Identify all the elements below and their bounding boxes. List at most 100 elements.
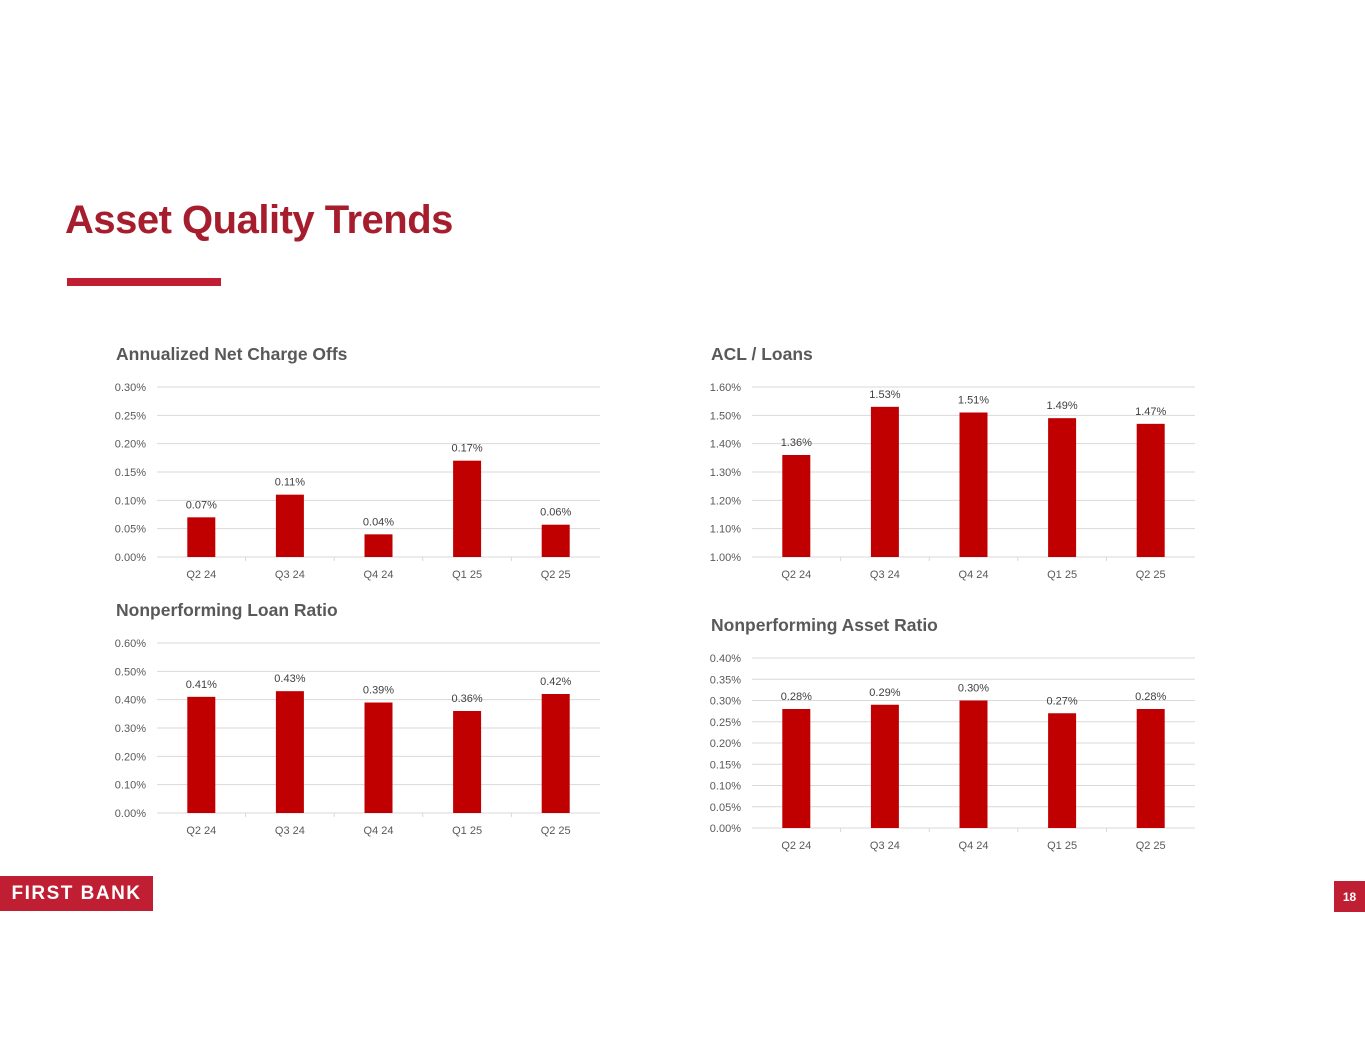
x-tick-label: Q2 25 <box>541 569 571 581</box>
x-tick-label: Q2 25 <box>1136 840 1166 852</box>
x-tick-label: Q1 25 <box>1047 569 1077 581</box>
chart-title-acl-loans: ACL / Loans <box>711 344 813 364</box>
bar <box>1048 713 1077 828</box>
x-tick-label: Q1 25 <box>452 825 482 837</box>
y-tick-label: 0.00% <box>115 808 146 820</box>
data-label: 0.11% <box>275 477 306 489</box>
bar <box>541 524 570 557</box>
y-tick-label: 1.00% <box>710 552 741 564</box>
bar <box>1048 418 1077 557</box>
x-tick-label: Q3 24 <box>275 825 305 837</box>
bar <box>364 534 393 557</box>
data-label: 0.27% <box>1046 695 1077 707</box>
data-label: 0.42% <box>540 676 571 688</box>
y-tick-label: 1.20% <box>710 495 741 507</box>
bar <box>782 709 811 828</box>
data-label: 0.28% <box>781 691 812 703</box>
x-tick-label: Q2 25 <box>1136 569 1166 581</box>
x-tick-label: Q1 25 <box>1047 840 1077 852</box>
data-label: 0.06% <box>540 507 571 519</box>
data-label: 1.49% <box>1046 400 1077 412</box>
x-tick-label: Q3 24 <box>275 569 305 581</box>
y-tick-label: 0.00% <box>115 552 146 564</box>
bar <box>187 696 216 813</box>
data-label: 0.29% <box>869 687 900 699</box>
y-tick-label: 0.40% <box>115 695 146 707</box>
first-bank-logo: FIRST BANK <box>0 876 153 911</box>
data-label: 0.04% <box>363 516 394 528</box>
y-tick-label: 1.30% <box>710 467 741 479</box>
bar <box>453 711 482 813</box>
bar <box>1136 423 1165 557</box>
y-tick-label: 0.15% <box>710 759 741 771</box>
chart-title-npa-ratio: Nonperforming Asset Ratio <box>711 615 938 635</box>
x-tick-label: Q2 24 <box>186 825 216 837</box>
data-label: 0.39% <box>363 685 394 697</box>
y-tick-label: 0.10% <box>115 495 146 507</box>
x-tick-label: Q3 24 <box>870 840 900 852</box>
bar <box>870 704 899 828</box>
data-label: 1.51% <box>958 395 989 407</box>
y-tick-label: 1.40% <box>710 439 741 451</box>
y-tick-label: 0.05% <box>115 524 146 536</box>
x-tick-label: Q4 24 <box>959 840 989 852</box>
data-label: 0.30% <box>958 683 989 695</box>
y-tick-label: 0.25% <box>710 717 741 729</box>
y-tick-label: 0.10% <box>115 780 146 792</box>
page-title: Asset Quality Trends <box>65 198 453 242</box>
x-tick-label: Q4 24 <box>959 569 989 581</box>
y-tick-label: 0.60% <box>115 638 146 650</box>
x-tick-label: Q2 24 <box>781 840 811 852</box>
bar <box>870 406 899 557</box>
x-tick-label: Q2 24 <box>186 569 216 581</box>
y-tick-label: 0.30% <box>710 696 741 708</box>
data-label: 0.07% <box>186 499 217 511</box>
x-tick-label: Q2 24 <box>781 569 811 581</box>
y-tick-label: 1.60% <box>710 382 741 394</box>
chart-title-net-charge-offs: Annualized Net Charge Offs <box>116 344 348 364</box>
y-tick-label: 0.10% <box>710 781 741 793</box>
title-underline <box>67 278 221 286</box>
y-tick-label: 0.30% <box>115 382 146 394</box>
y-tick-label: 0.40% <box>710 653 741 665</box>
y-tick-label: 1.10% <box>710 524 741 536</box>
x-tick-label: Q3 24 <box>870 569 900 581</box>
data-label: 1.53% <box>869 389 900 401</box>
data-label: 0.36% <box>451 693 482 705</box>
x-tick-label: Q1 25 <box>452 569 482 581</box>
bar <box>541 694 570 813</box>
y-tick-label: 0.35% <box>710 674 741 686</box>
bar <box>187 517 216 557</box>
bar <box>959 412 988 557</box>
data-label: 0.43% <box>274 673 305 685</box>
x-tick-label: Q4 24 <box>364 825 394 837</box>
data-label: 1.47% <box>1135 406 1166 418</box>
x-tick-label: Q4 24 <box>364 569 394 581</box>
data-label: 0.28% <box>1135 691 1166 703</box>
y-tick-label: 0.05% <box>710 802 741 814</box>
page-number: 18 <box>1334 881 1365 912</box>
y-tick-label: 0.30% <box>115 723 146 735</box>
y-tick-label: 0.00% <box>710 823 741 835</box>
data-label: 0.17% <box>451 443 482 455</box>
y-tick-label: 0.25% <box>115 410 146 422</box>
bar <box>275 691 304 813</box>
data-label: 0.41% <box>186 679 217 691</box>
chart-title-npl-ratio: Nonperforming Loan Ratio <box>116 600 338 620</box>
y-tick-label: 0.15% <box>115 467 146 479</box>
y-tick-label: 0.20% <box>115 751 146 763</box>
y-tick-label: 1.50% <box>710 410 741 422</box>
bar <box>1136 709 1165 828</box>
bar <box>275 494 304 557</box>
y-tick-label: 0.50% <box>115 666 146 678</box>
y-tick-label: 0.20% <box>115 439 146 451</box>
bar <box>782 455 811 557</box>
bar <box>959 700 988 828</box>
bar <box>453 460 482 557</box>
bar <box>364 702 393 813</box>
data-label: 1.36% <box>781 437 812 449</box>
x-tick-label: Q2 25 <box>541 825 571 837</box>
